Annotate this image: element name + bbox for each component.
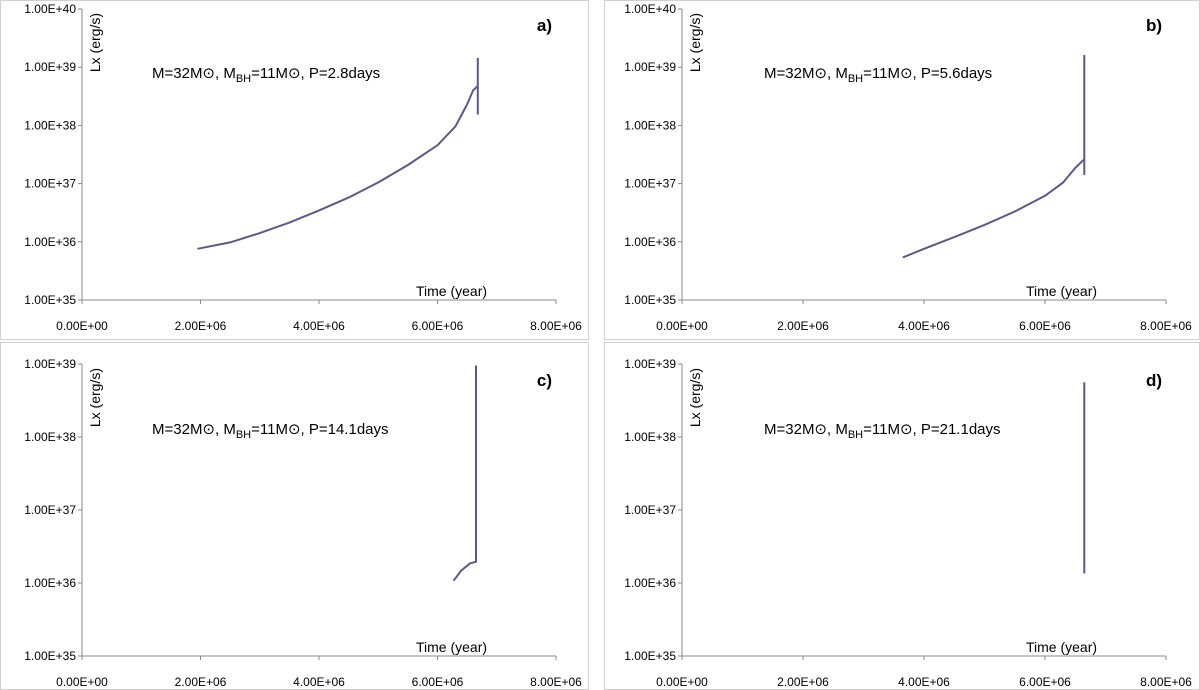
chart-panel-2: 1.00E+35 1.00E+36 1.00E+37 1.00E+38 1.00E+39… — [604, 0, 1200, 340]
y-tick-label: 1.00E+35 — [624, 293, 676, 307]
panel-label: a) — [537, 16, 552, 35]
y-tick-label: 1.00E+39 — [624, 357, 676, 371]
x-axis-label: Time (year) — [416, 283, 487, 299]
parameter-annotation: M=32M⊙, MBH=11M⊙, P=21.1days — [764, 421, 1001, 441]
annotation-subscript: BH — [236, 73, 251, 85]
x-tick-label: 2.00E+06 — [175, 319, 227, 333]
y-tick-label: 1.00E+36 — [624, 576, 676, 590]
y-axis-label: Lx (erg/s) — [687, 368, 703, 427]
y-tick-label: 1.00E+39 — [24, 60, 76, 74]
y-tick-label: 1.00E+37 — [624, 177, 676, 191]
y-tick-label: 1.00E+40 — [624, 2, 676, 16]
parameter-annotation: M=32M⊙, MBH=11M⊙, P=2.8days — [152, 65, 380, 85]
y-tick-label: 1.00E+38 — [624, 118, 676, 132]
chart-panel-3: 1.00E+35 1.00E+36 1.00E+37 1.00E+38 1.00E+39… — [0, 342, 589, 690]
y-axis-label: Lx (erg/s) — [87, 13, 103, 72]
annotation-rest: =11M⊙, P=5.6days — [863, 65, 992, 82]
annotation-rest: =11M⊙, P=2.8days — [251, 65, 380, 82]
x-tick-label: 6.00E+06 — [412, 319, 464, 333]
x-tick-label: 4.00E+06 — [293, 675, 345, 689]
x-tick-label: 0.00E+00 — [656, 319, 708, 333]
annotation-mass: M=32M⊙, M — [152, 65, 236, 82]
x-tick-label: 8.00E+06 — [530, 675, 582, 689]
x-tick-label: 8.00E+06 — [530, 319, 582, 333]
series-line-lx — [197, 57, 479, 250]
panel-label: d) — [1146, 371, 1162, 390]
x-tick-label: 8.00E+06 — [1140, 319, 1192, 333]
panel-frame — [0, 0, 589, 340]
x-tick-label: 8.00E+06 — [1140, 675, 1192, 689]
annotation-rest: =11M⊙, P=21.1days — [863, 421, 1000, 438]
y-tick-label: 1.00E+37 — [24, 177, 76, 191]
x-tick-label: 6.00E+06 — [1019, 319, 1071, 333]
y-tick-label: 1.00E+39 — [624, 60, 676, 74]
y-axis-label: Lx (erg/s) — [87, 368, 103, 427]
y-axis-label: Lx (erg/s) — [687, 13, 703, 72]
x-tick-label: 2.00E+06 — [777, 319, 829, 333]
annotation-subscript: BH — [848, 429, 863, 441]
x-tick-label: 0.00E+00 — [656, 675, 708, 689]
annotation-mass: M=32M⊙, M — [764, 65, 848, 82]
panel-label: c) — [537, 371, 552, 390]
series-line-lx — [902, 55, 1086, 259]
x-tick-label: 6.00E+06 — [412, 675, 464, 689]
parameter-annotation: M=32M⊙, MBH=11M⊙, P=14.1days — [152, 421, 389, 441]
annotation-rest: =11M⊙, P=14.1days — [251, 421, 388, 438]
y-tick-label: 1.00E+38 — [24, 430, 76, 444]
y-tick-label: 1.00E+35 — [624, 649, 676, 663]
y-tick-label: 1.00E+36 — [24, 576, 76, 590]
x-tick-label: 2.00E+06 — [777, 675, 829, 689]
x-tick-label: 4.00E+06 — [898, 319, 950, 333]
x-tick-label: 0.00E+00 — [56, 675, 108, 689]
parameter-annotation: M=32M⊙, MBH=11M⊙, P=5.6days — [764, 65, 992, 85]
annotation-mass: M=32M⊙, M — [152, 421, 236, 438]
y-tick-label: 1.00E+37 — [24, 503, 76, 517]
y-tick-label: 1.00E+35 — [24, 649, 76, 663]
x-axis-label: Time (year) — [1026, 639, 1097, 655]
y-tick-label: 1.00E+39 — [24, 357, 76, 371]
panel-label: b) — [1146, 16, 1162, 35]
x-axis-label: Time (year) — [416, 639, 487, 655]
x-tick-label: 6.00E+06 — [1019, 675, 1071, 689]
x-tick-label: 4.00E+06 — [898, 675, 950, 689]
y-tick-label: 1.00E+40 — [24, 2, 76, 16]
y-tick-label: 1.00E+36 — [24, 235, 76, 249]
y-tick-label: 1.00E+36 — [624, 235, 676, 249]
annotation-subscript: BH — [848, 73, 863, 85]
annotation-subscript: BH — [236, 429, 251, 441]
x-axis-label: Time (year) — [1026, 283, 1097, 299]
x-tick-label: 4.00E+06 — [293, 319, 345, 333]
y-tick-label: 1.00E+37 — [624, 503, 676, 517]
chart-panel-4: 1.00E+35 1.00E+36 1.00E+37 1.00E+38 1.00E+39… — [604, 342, 1200, 690]
annotation-mass: M=32M⊙, M — [764, 421, 848, 438]
y-tick-label: 1.00E+38 — [624, 430, 676, 444]
chart-panel-1: 1.00E+35 1.00E+36 1.00E+37 1.00E+38 1.00E+39… — [0, 0, 589, 340]
series-line-lx — [452, 365, 477, 582]
y-tick-label: 1.00E+38 — [24, 118, 76, 132]
y-tick-label: 1.00E+35 — [24, 293, 76, 307]
x-tick-label: 0.00E+00 — [56, 319, 108, 333]
x-tick-label: 2.00E+06 — [175, 675, 227, 689]
